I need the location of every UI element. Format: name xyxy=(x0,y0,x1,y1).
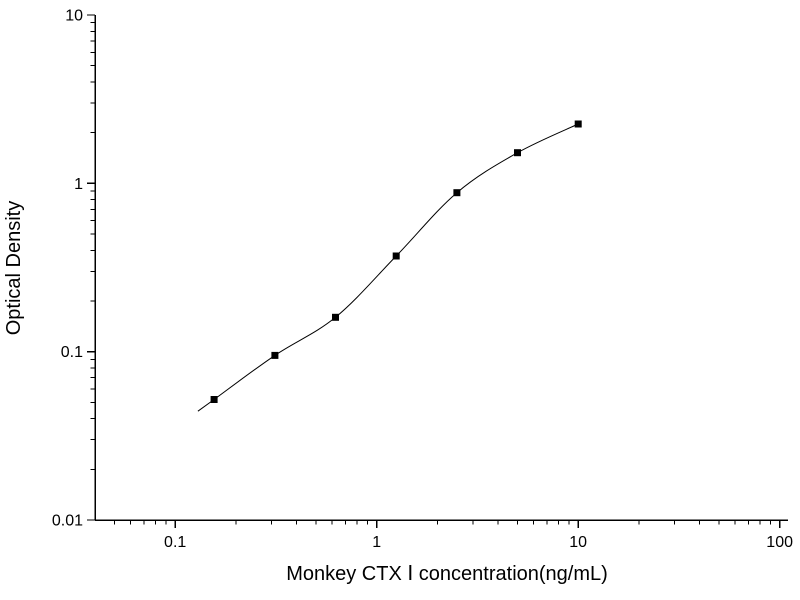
y-tick-label: 0.1 xyxy=(61,344,83,361)
data-point-marker xyxy=(574,120,582,128)
x-tick-label: 10 xyxy=(569,534,587,551)
y-tick-label: 0.01 xyxy=(52,513,83,530)
fit-curve-path xyxy=(197,123,579,412)
x-tick-label: 0.1 xyxy=(164,534,186,551)
y-tick-label: 10 xyxy=(65,8,83,25)
data-point-marker xyxy=(271,351,279,359)
data-point-marker xyxy=(332,313,339,321)
y-tick-label: 1 xyxy=(74,176,83,193)
x-tick-label: 100 xyxy=(766,534,793,551)
fit-curve xyxy=(197,123,579,412)
tick-labels: 0.1 1 10 100 0.01 0.1 1 10 xyxy=(52,8,793,552)
data-points xyxy=(210,120,582,403)
x-axis-label: Monkey CTX Ⅰ concentration(ng/mL) xyxy=(286,563,608,585)
axis-lines xyxy=(94,15,788,521)
data-point-marker xyxy=(514,149,521,157)
data-point-marker xyxy=(392,252,400,260)
tick-marks xyxy=(87,14,781,528)
data-point-marker xyxy=(453,189,461,197)
x-tick-label: 1 xyxy=(372,534,381,551)
y-axis-label: Optical Density xyxy=(3,201,25,336)
data-point-marker xyxy=(210,396,218,403)
